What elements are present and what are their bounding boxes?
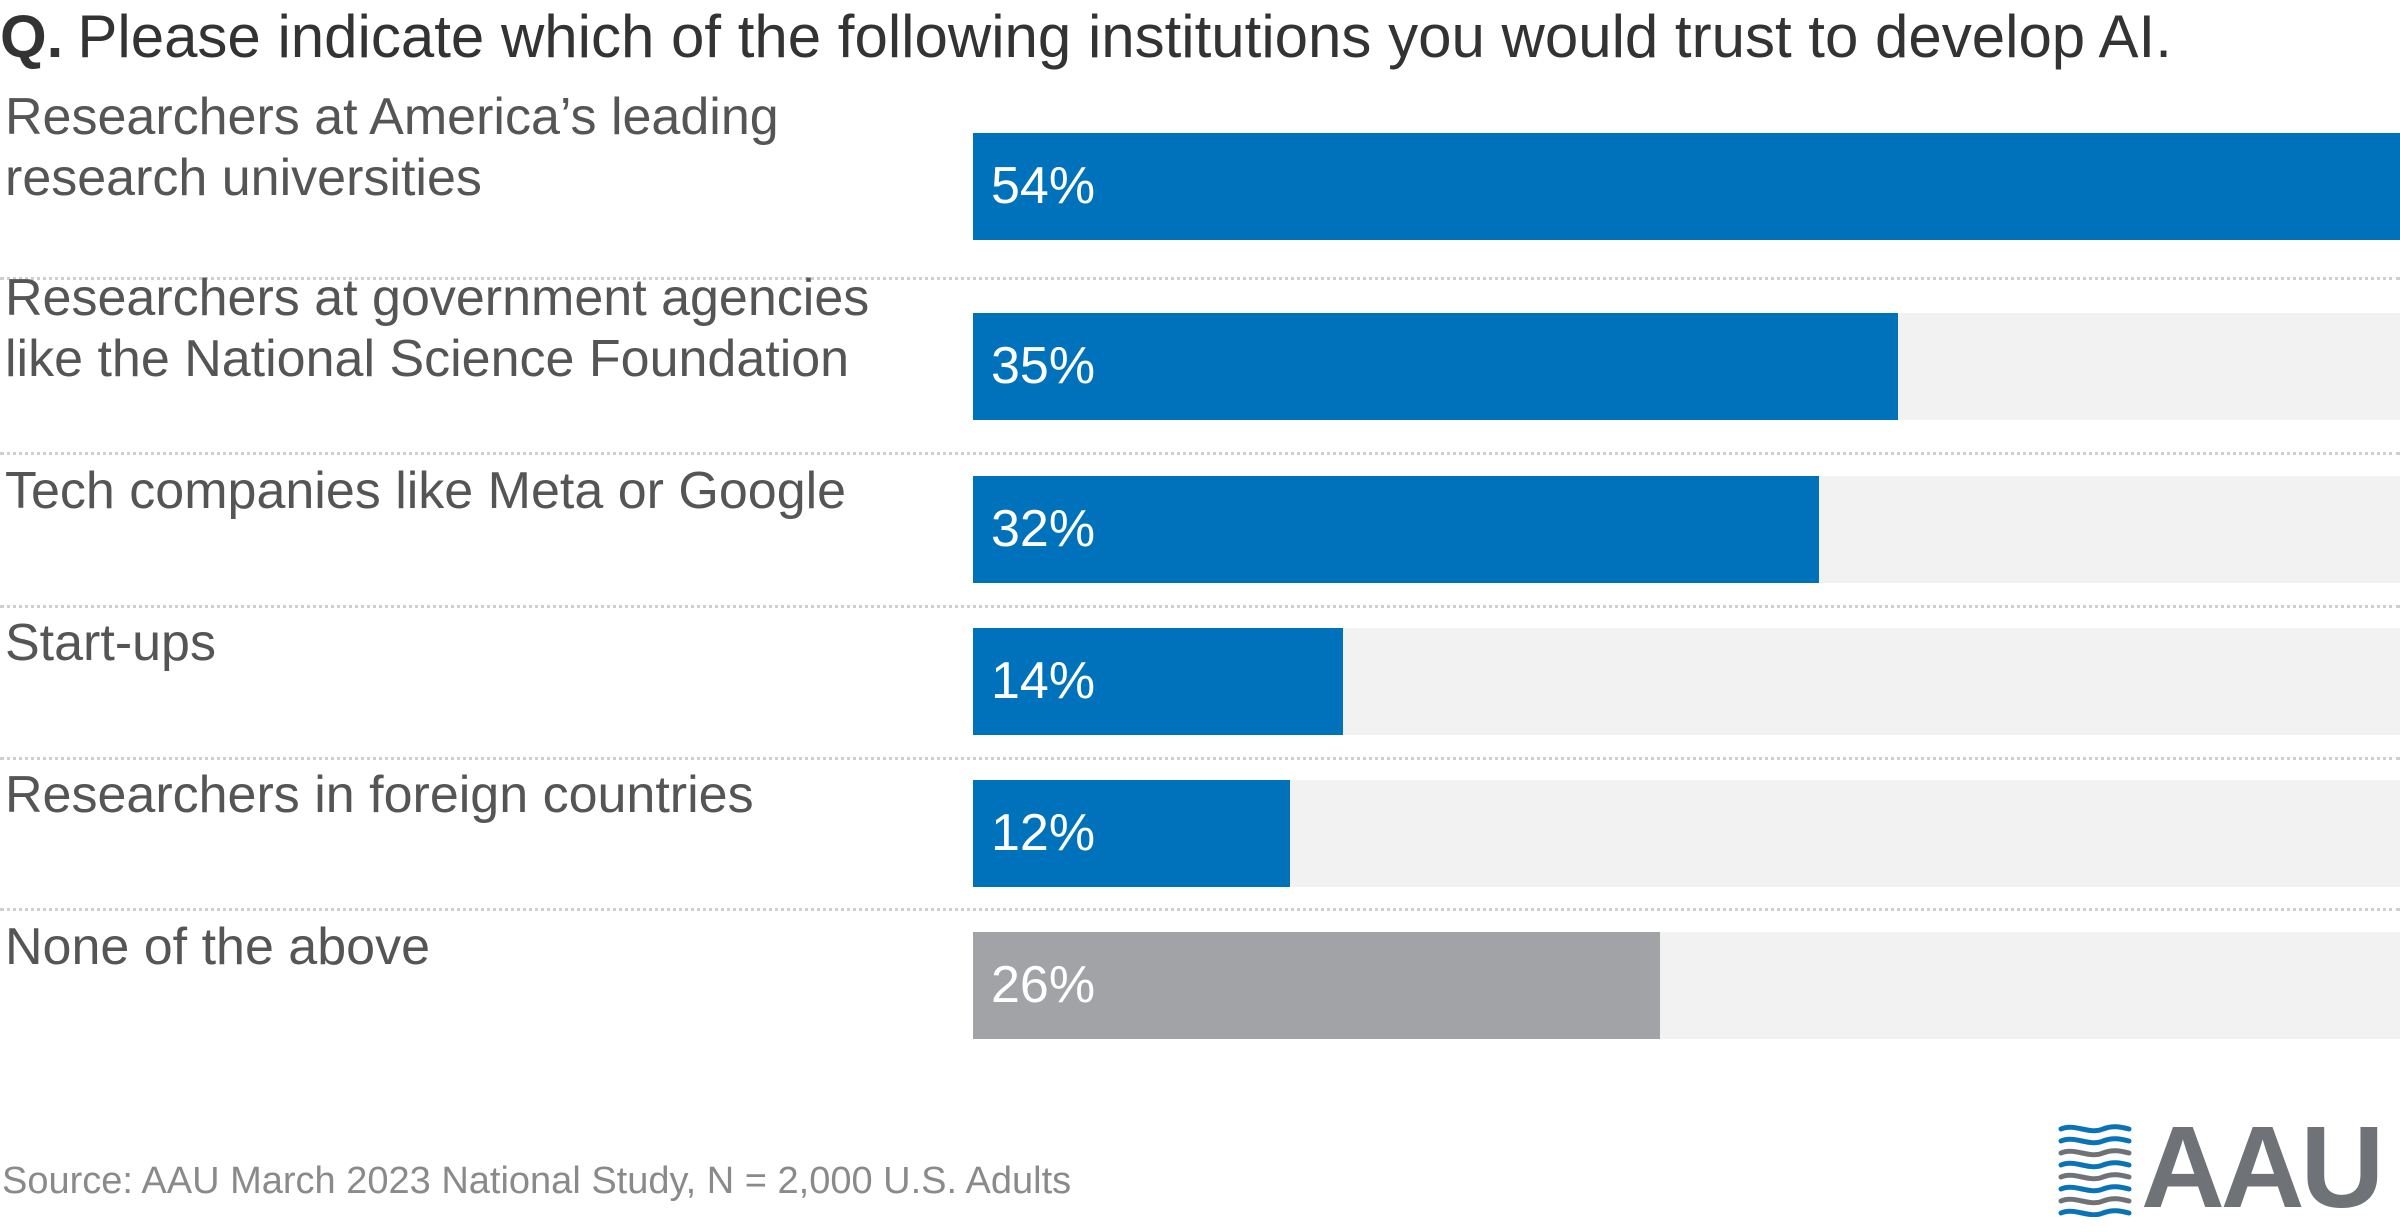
bar: 54% xyxy=(973,133,2400,240)
bar-value-label: 35% xyxy=(991,337,1096,395)
question-title: Q. Please indicate which of the following… xyxy=(0,2,2400,72)
category-label: Tech companies like Meta or Google xyxy=(5,462,847,520)
bar: 32% xyxy=(973,476,1819,583)
row-divider xyxy=(0,277,2400,280)
category-label: Start-ups xyxy=(5,614,216,672)
row-divider xyxy=(0,605,2400,608)
question-prefix: Q. xyxy=(0,3,64,70)
bar-track: 12% xyxy=(973,780,2400,887)
category-label: Researchers at America’s leading researc… xyxy=(5,88,779,207)
category-label: None of the above xyxy=(5,918,430,976)
bar: 12% xyxy=(973,780,1290,887)
aau-logo: AAU xyxy=(2055,1109,2400,1225)
bar-track: 35% xyxy=(973,313,2400,420)
bar-track: 54% xyxy=(973,133,2400,240)
bar-track: 14% xyxy=(973,628,2400,735)
bar-track: 32% xyxy=(973,476,2400,583)
bar: 26% xyxy=(973,932,1660,1039)
logo-text: AAU xyxy=(2141,1102,2384,1232)
bar-value-label: 14% xyxy=(991,652,1096,710)
aau-wave-icon xyxy=(2058,1124,2132,1217)
bar-value-label: 26% xyxy=(991,956,1096,1014)
source-note: Source: AAU March 2023 National Study, N… xyxy=(2,1160,1072,1202)
row-divider xyxy=(0,908,2400,911)
question-text: Please indicate which of the following i… xyxy=(77,3,2172,70)
bar-value-label: 32% xyxy=(991,500,1096,558)
row-divider xyxy=(0,757,2400,760)
category-label: Researchers in foreign countries xyxy=(5,766,754,824)
category-label: Researchers at government agencies like … xyxy=(5,269,870,388)
row-divider xyxy=(0,452,2400,455)
bar-value-label: 54% xyxy=(991,157,1096,215)
bar: 35% xyxy=(973,313,1898,420)
bar: 14% xyxy=(973,628,1343,735)
bar-track: 26% xyxy=(973,932,2400,1039)
bar-value-label: 12% xyxy=(991,804,1096,862)
